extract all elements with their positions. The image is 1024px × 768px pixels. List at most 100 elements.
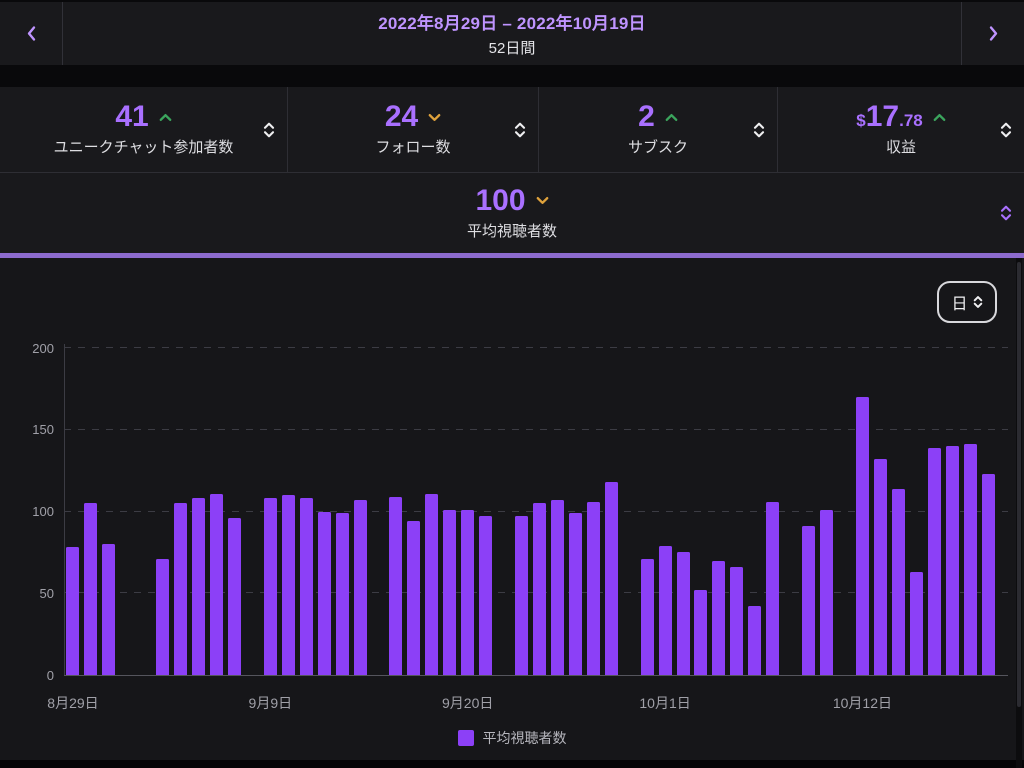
bar-day-45 <box>873 459 887 675</box>
selected-metric-underline <box>0 253 1024 258</box>
y-axis-line <box>64 344 65 675</box>
bar-day-15 <box>335 513 349 675</box>
bar-day-2 <box>102 544 116 675</box>
interval-dropdown-icon <box>973 296 982 308</box>
gridline-200 <box>64 347 1008 349</box>
chevron-left-icon <box>27 26 35 41</box>
duration-text: 52日間 <box>488 40 536 57</box>
bar-day-0 <box>66 547 80 675</box>
bar-day-1 <box>84 503 98 675</box>
next-period-button[interactable] <box>962 2 1024 65</box>
x-tick-label-11: 9月9日 <box>248 695 293 711</box>
stat-value: 2 <box>638 100 655 133</box>
swap-metric-icon[interactable] <box>1000 121 1012 138</box>
bar-day-9 <box>227 518 241 675</box>
interval-select-button[interactable]: 日 <box>937 281 997 323</box>
date-range-text: 2022年8月29日 – 2022年10月19日 <box>378 14 646 33</box>
bar-day-12 <box>281 495 295 675</box>
stat-value: 41 <box>115 100 149 133</box>
stat-value-prefix: $ <box>856 111 866 130</box>
stat-label: 収益 <box>885 139 916 156</box>
chart-legend: 平均視聴者数 <box>0 728 1024 748</box>
bar-day-51 <box>981 473 995 675</box>
bar-day-29 <box>586 501 600 675</box>
stat-revenue[interactable]: $17.78 収益 <box>777 87 1024 172</box>
bottom-strip <box>0 760 1024 768</box>
trend-up-icon <box>159 113 172 121</box>
bar-day-7 <box>192 498 206 675</box>
trend-up-icon <box>933 113 946 121</box>
chevron-right-icon <box>989 26 997 41</box>
stat-label: フォロー数 <box>375 139 451 156</box>
gridline-150 <box>64 428 1008 431</box>
trend-down-icon <box>428 113 441 121</box>
bar-day-39 <box>766 501 780 675</box>
y-tick-label-200: 200 <box>32 340 54 356</box>
swap-metric-icon[interactable] <box>753 121 765 138</box>
bar-day-14 <box>317 511 331 675</box>
bar-day-48 <box>927 447 941 675</box>
bar-day-18 <box>389 496 403 675</box>
bar-day-46 <box>891 488 905 675</box>
trend-up-icon <box>665 113 678 121</box>
x-tick-label-44: 10月12日 <box>832 695 892 711</box>
stat-label: ユニークチャット参加者数 <box>53 139 234 156</box>
stat-average-viewers-selected[interactable]: 100 平均視聴者数 <box>0 172 1024 253</box>
interval-label: 日 <box>951 296 968 313</box>
bar-day-50 <box>963 444 977 675</box>
swap-metric-icon[interactable] <box>263 121 275 138</box>
bar-day-16 <box>353 500 367 675</box>
bar-day-30 <box>604 482 618 675</box>
bar-day-28 <box>568 513 582 675</box>
bar-day-49 <box>945 446 959 675</box>
bar-day-38 <box>748 606 762 675</box>
trend-down-icon <box>536 196 548 204</box>
swap-metric-icon[interactable] <box>514 121 526 138</box>
x-tick-label-33: 10月1日 <box>639 695 691 711</box>
stat-follows[interactable]: 24 フォロー数 <box>287 87 538 172</box>
bar-day-22 <box>461 509 475 675</box>
bar-day-27 <box>550 500 564 675</box>
stat-value: 17 <box>865 100 900 133</box>
bar-day-36 <box>712 560 726 675</box>
legend-label: 平均視聴者数 <box>482 730 567 746</box>
x-tick-label-0: 8月29日 <box>47 695 99 711</box>
y-tick-label-150: 150 <box>32 422 54 438</box>
bar-day-41 <box>802 526 816 675</box>
stat-label: サブスク <box>627 139 688 156</box>
stat-label: 平均視聴者数 <box>466 222 557 240</box>
bar-day-26 <box>532 503 546 675</box>
stat-subs[interactable]: 2 サブスク <box>538 87 777 172</box>
bar-day-21 <box>443 509 457 675</box>
stat-value-decimal: .78 <box>899 111 923 130</box>
date-range-header: 2022年8月29日 – 2022年10月19日 52日間 <box>0 2 1024 65</box>
x-tick-label-22: 9月20日 <box>442 695 494 711</box>
bar-day-11 <box>263 498 277 675</box>
bar-day-33 <box>658 545 672 675</box>
bar-day-35 <box>694 589 708 675</box>
date-range-display: 2022年8月29日 – 2022年10月19日 52日間 <box>62 2 962 65</box>
bar-day-20 <box>425 493 439 675</box>
bar-day-5 <box>156 558 170 675</box>
bar-day-19 <box>407 521 421 675</box>
bar-day-37 <box>730 567 744 675</box>
bar-day-32 <box>640 558 654 675</box>
bar-day-25 <box>515 516 529 675</box>
y-tick-label-50: 50 <box>39 585 54 601</box>
swap-metric-icon[interactable] <box>1000 205 1012 222</box>
stat-unique-chatters[interactable]: 41 ユニークチャット参加者数 <box>0 87 287 172</box>
bar-day-47 <box>909 571 923 675</box>
stat-value: 24 <box>384 100 419 133</box>
scrollbar-thumb[interactable] <box>1017 262 1021 707</box>
legend-swatch <box>457 730 474 746</box>
stats-row: 41 ユニークチャット参加者数 24 フォロー数 2 サブスク $17 <box>0 87 1024 172</box>
stat-value: 100 <box>475 183 526 217</box>
bar-day-13 <box>299 498 313 675</box>
y-tick-label-100: 100 <box>32 504 54 519</box>
bar-day-34 <box>676 552 690 675</box>
bar-day-8 <box>210 493 223 675</box>
x-axis-line <box>64 675 1008 676</box>
prev-period-button[interactable] <box>0 2 62 65</box>
bar-day-6 <box>174 503 188 675</box>
